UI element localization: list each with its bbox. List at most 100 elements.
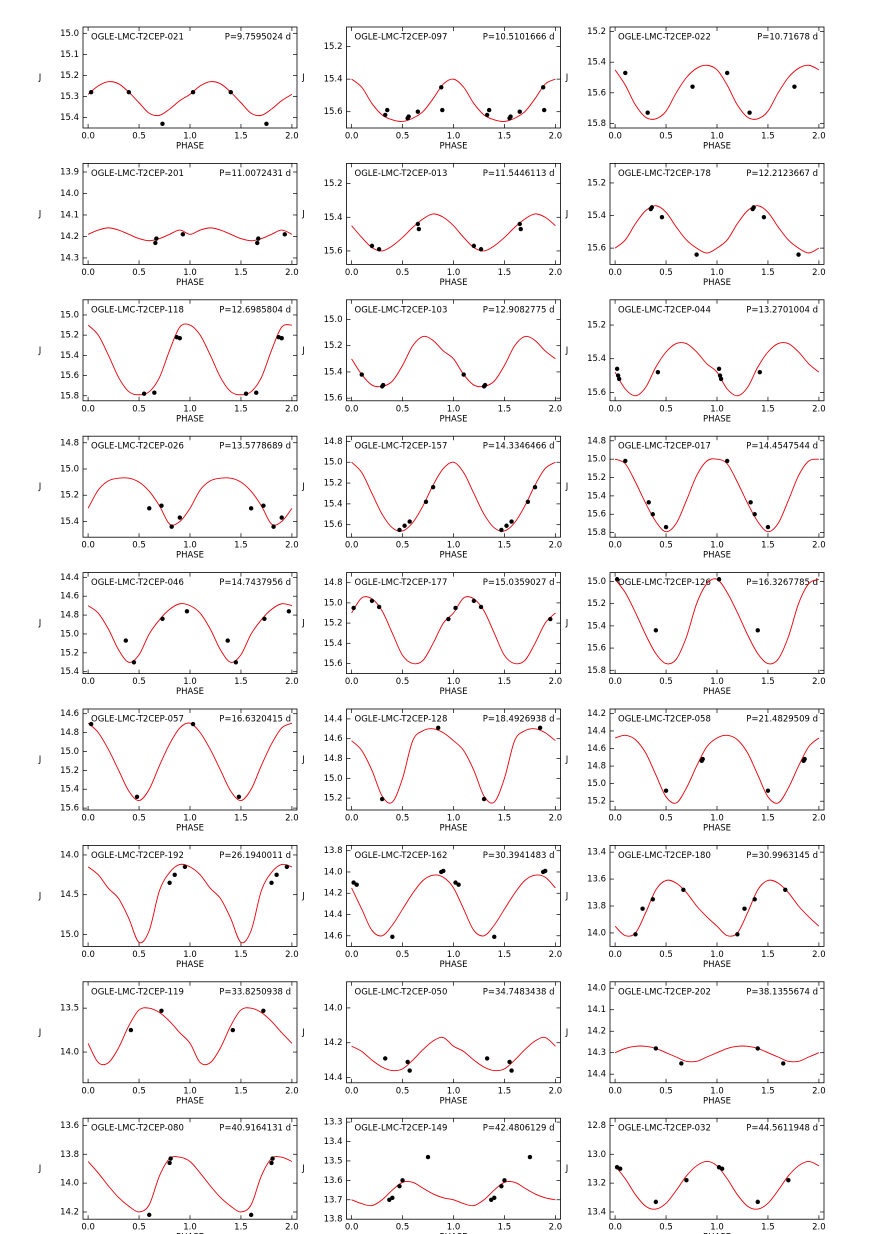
panel-period: P=11.0072431 d bbox=[219, 169, 291, 179]
data-point bbox=[499, 1183, 504, 1189]
x-tick-label: 2.0 bbox=[549, 541, 563, 551]
y-tick-label: 15.6 bbox=[587, 88, 606, 98]
data-point bbox=[233, 660, 239, 665]
y-tick-label: 15.2 bbox=[587, 178, 606, 188]
data-point bbox=[755, 628, 760, 633]
data-point bbox=[796, 252, 801, 257]
data-point bbox=[248, 506, 254, 511]
y-tick-label: 15.2 bbox=[324, 479, 343, 489]
x-tick-label: 1.5 bbox=[761, 1086, 775, 1096]
y-tick-label: 14.4 bbox=[60, 573, 79, 583]
data-point bbox=[190, 721, 196, 727]
data-point bbox=[430, 485, 436, 490]
x-tick-label: 2.0 bbox=[812, 404, 826, 414]
x-tick-label: 1.0 bbox=[710, 950, 724, 960]
data-point bbox=[284, 864, 290, 870]
panel-title: OGLE-LMC-T2CEP-118 bbox=[91, 305, 184, 315]
x-tick-label: 1.5 bbox=[761, 268, 775, 278]
data-point bbox=[486, 107, 492, 113]
panel-title: OGLE-LMC-T2CEP-097 bbox=[355, 33, 448, 43]
x-tick-label: 1.5 bbox=[234, 1223, 248, 1233]
data-point bbox=[694, 252, 699, 257]
panel-title: OGLE-LMC-T2CEP-180 bbox=[618, 851, 711, 861]
x-tick-label: 1.0 bbox=[710, 541, 724, 551]
x-axis-label: PHASE bbox=[176, 551, 204, 561]
y-tick-label: 15.4 bbox=[324, 639, 343, 649]
model-curve bbox=[614, 879, 820, 937]
data-point bbox=[261, 503, 266, 508]
y-axis-label: J bbox=[301, 482, 305, 492]
x-axis-label: PHASE bbox=[703, 414, 731, 424]
data-point bbox=[228, 90, 233, 95]
data-point bbox=[415, 109, 421, 114]
data-point bbox=[679, 1061, 684, 1066]
y-tick-label: 13.8 bbox=[324, 846, 343, 856]
data-point bbox=[757, 369, 762, 375]
y-tick-label: 15.6 bbox=[324, 107, 343, 117]
y-tick-label: 14.4 bbox=[587, 1070, 606, 1080]
data-point bbox=[351, 880, 356, 885]
panel-period: P=30.9963145 d bbox=[746, 851, 818, 861]
x-axis-label: PHASE bbox=[176, 142, 204, 152]
data-point bbox=[383, 1056, 388, 1061]
panel-period: P=26.1940011 d bbox=[219, 851, 291, 861]
data-point bbox=[786, 1178, 791, 1183]
panel-title: OGLE-LMC-T2CEP-021 bbox=[91, 33, 184, 43]
data-point bbox=[168, 1156, 173, 1161]
x-tick-label: 2.0 bbox=[549, 677, 563, 687]
x-tick-label: 1.0 bbox=[183, 268, 197, 278]
data-point bbox=[755, 1046, 760, 1051]
y-tick-label: 15.4 bbox=[324, 213, 343, 223]
data-point bbox=[230, 1027, 235, 1033]
data-point bbox=[719, 1166, 725, 1171]
y-axis-label: J bbox=[565, 1164, 569, 1174]
y-tick-label: 13.2 bbox=[587, 1179, 606, 1189]
panel-period: P=16.6320415 d bbox=[219, 715, 291, 725]
x-tick-label: 0.0 bbox=[81, 132, 95, 142]
data-point bbox=[225, 638, 230, 643]
y-tick-label: 14.2 bbox=[324, 1038, 343, 1048]
panel-title: OGLE-LMC-T2CEP-178 bbox=[618, 169, 711, 179]
x-tick-label: 0.0 bbox=[345, 404, 359, 414]
x-tick-label: 1.5 bbox=[761, 677, 775, 687]
x-tick-label: 1.0 bbox=[447, 1223, 461, 1233]
model-curve bbox=[614, 64, 820, 120]
x-tick-label: 0.5 bbox=[659, 1086, 673, 1096]
x-tick-label: 1.0 bbox=[183, 132, 197, 142]
data-point bbox=[376, 247, 382, 252]
y-tick-label: 15.4 bbox=[60, 785, 79, 795]
data-point bbox=[717, 373, 723, 378]
x-axis-label: PHASE bbox=[439, 414, 467, 424]
x-tick-label: 0.0 bbox=[81, 541, 95, 551]
data-point bbox=[614, 366, 620, 372]
x-tick-label: 1.0 bbox=[447, 814, 461, 824]
data-point bbox=[541, 107, 547, 113]
data-point bbox=[748, 500, 753, 505]
data-point bbox=[633, 932, 638, 937]
y-tick-label: 12.8 bbox=[587, 1121, 606, 1131]
x-axis-label: PHASE bbox=[439, 142, 467, 152]
y-tick-label: 15.8 bbox=[587, 119, 606, 129]
data-point bbox=[645, 110, 650, 115]
x-tick-label: 1.0 bbox=[183, 1086, 197, 1096]
x-tick-label: 0.0 bbox=[345, 1223, 359, 1233]
x-tick-label: 0.0 bbox=[608, 132, 622, 142]
x-axis-label: PHASE bbox=[439, 960, 467, 970]
model-curve bbox=[351, 335, 556, 388]
data-point bbox=[509, 519, 514, 524]
x-tick-label: 1.5 bbox=[234, 814, 248, 824]
y-tick-label: 15.4 bbox=[60, 113, 79, 123]
x-axis-label: PHASE bbox=[439, 1096, 467, 1106]
y-tick-label: 13.6 bbox=[587, 875, 606, 885]
panel-period: P=14.4547544 d bbox=[746, 442, 818, 452]
data-point bbox=[126, 90, 132, 95]
data-point bbox=[640, 906, 645, 911]
data-point bbox=[765, 788, 771, 793]
y-tick-label: 14.1 bbox=[587, 1005, 606, 1015]
x-tick-label: 0.5 bbox=[396, 677, 410, 687]
y-tick-label: 14.6 bbox=[60, 709, 79, 719]
y-tick-label: 14.8 bbox=[60, 728, 79, 738]
data-point bbox=[397, 527, 402, 533]
x-axis-label: PHASE bbox=[439, 551, 467, 561]
data-point bbox=[517, 221, 522, 227]
